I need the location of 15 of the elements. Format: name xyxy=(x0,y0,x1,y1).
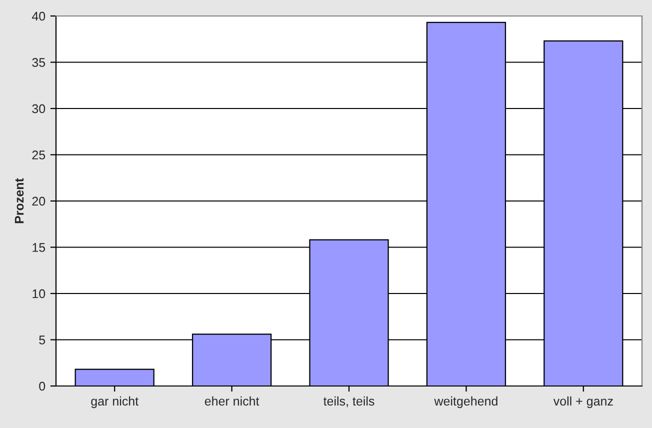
x-tick-label: teils, teils xyxy=(323,396,374,408)
y-tick-label: 10 xyxy=(32,289,46,298)
y-tick-label: 5 xyxy=(39,336,46,344)
y-tick-label: 0 xyxy=(39,382,46,391)
x-tick-label: eher nicht xyxy=(204,396,260,406)
y-tick-label: 20 xyxy=(32,196,46,206)
y-tick-label: 15 xyxy=(32,243,46,252)
y-tick-label: 40 xyxy=(32,12,46,21)
x-tick-label: weitgehend xyxy=(434,396,498,408)
y-tick-label: 25 xyxy=(32,150,46,160)
x-tick-label: voll + ganz xyxy=(553,396,613,408)
y-tick-label: 30 xyxy=(32,104,46,114)
y-tick-label: 35 xyxy=(32,58,46,67)
x-tick-label: gar nicht xyxy=(91,396,138,408)
y-axis-title: Prozent xyxy=(14,178,24,224)
